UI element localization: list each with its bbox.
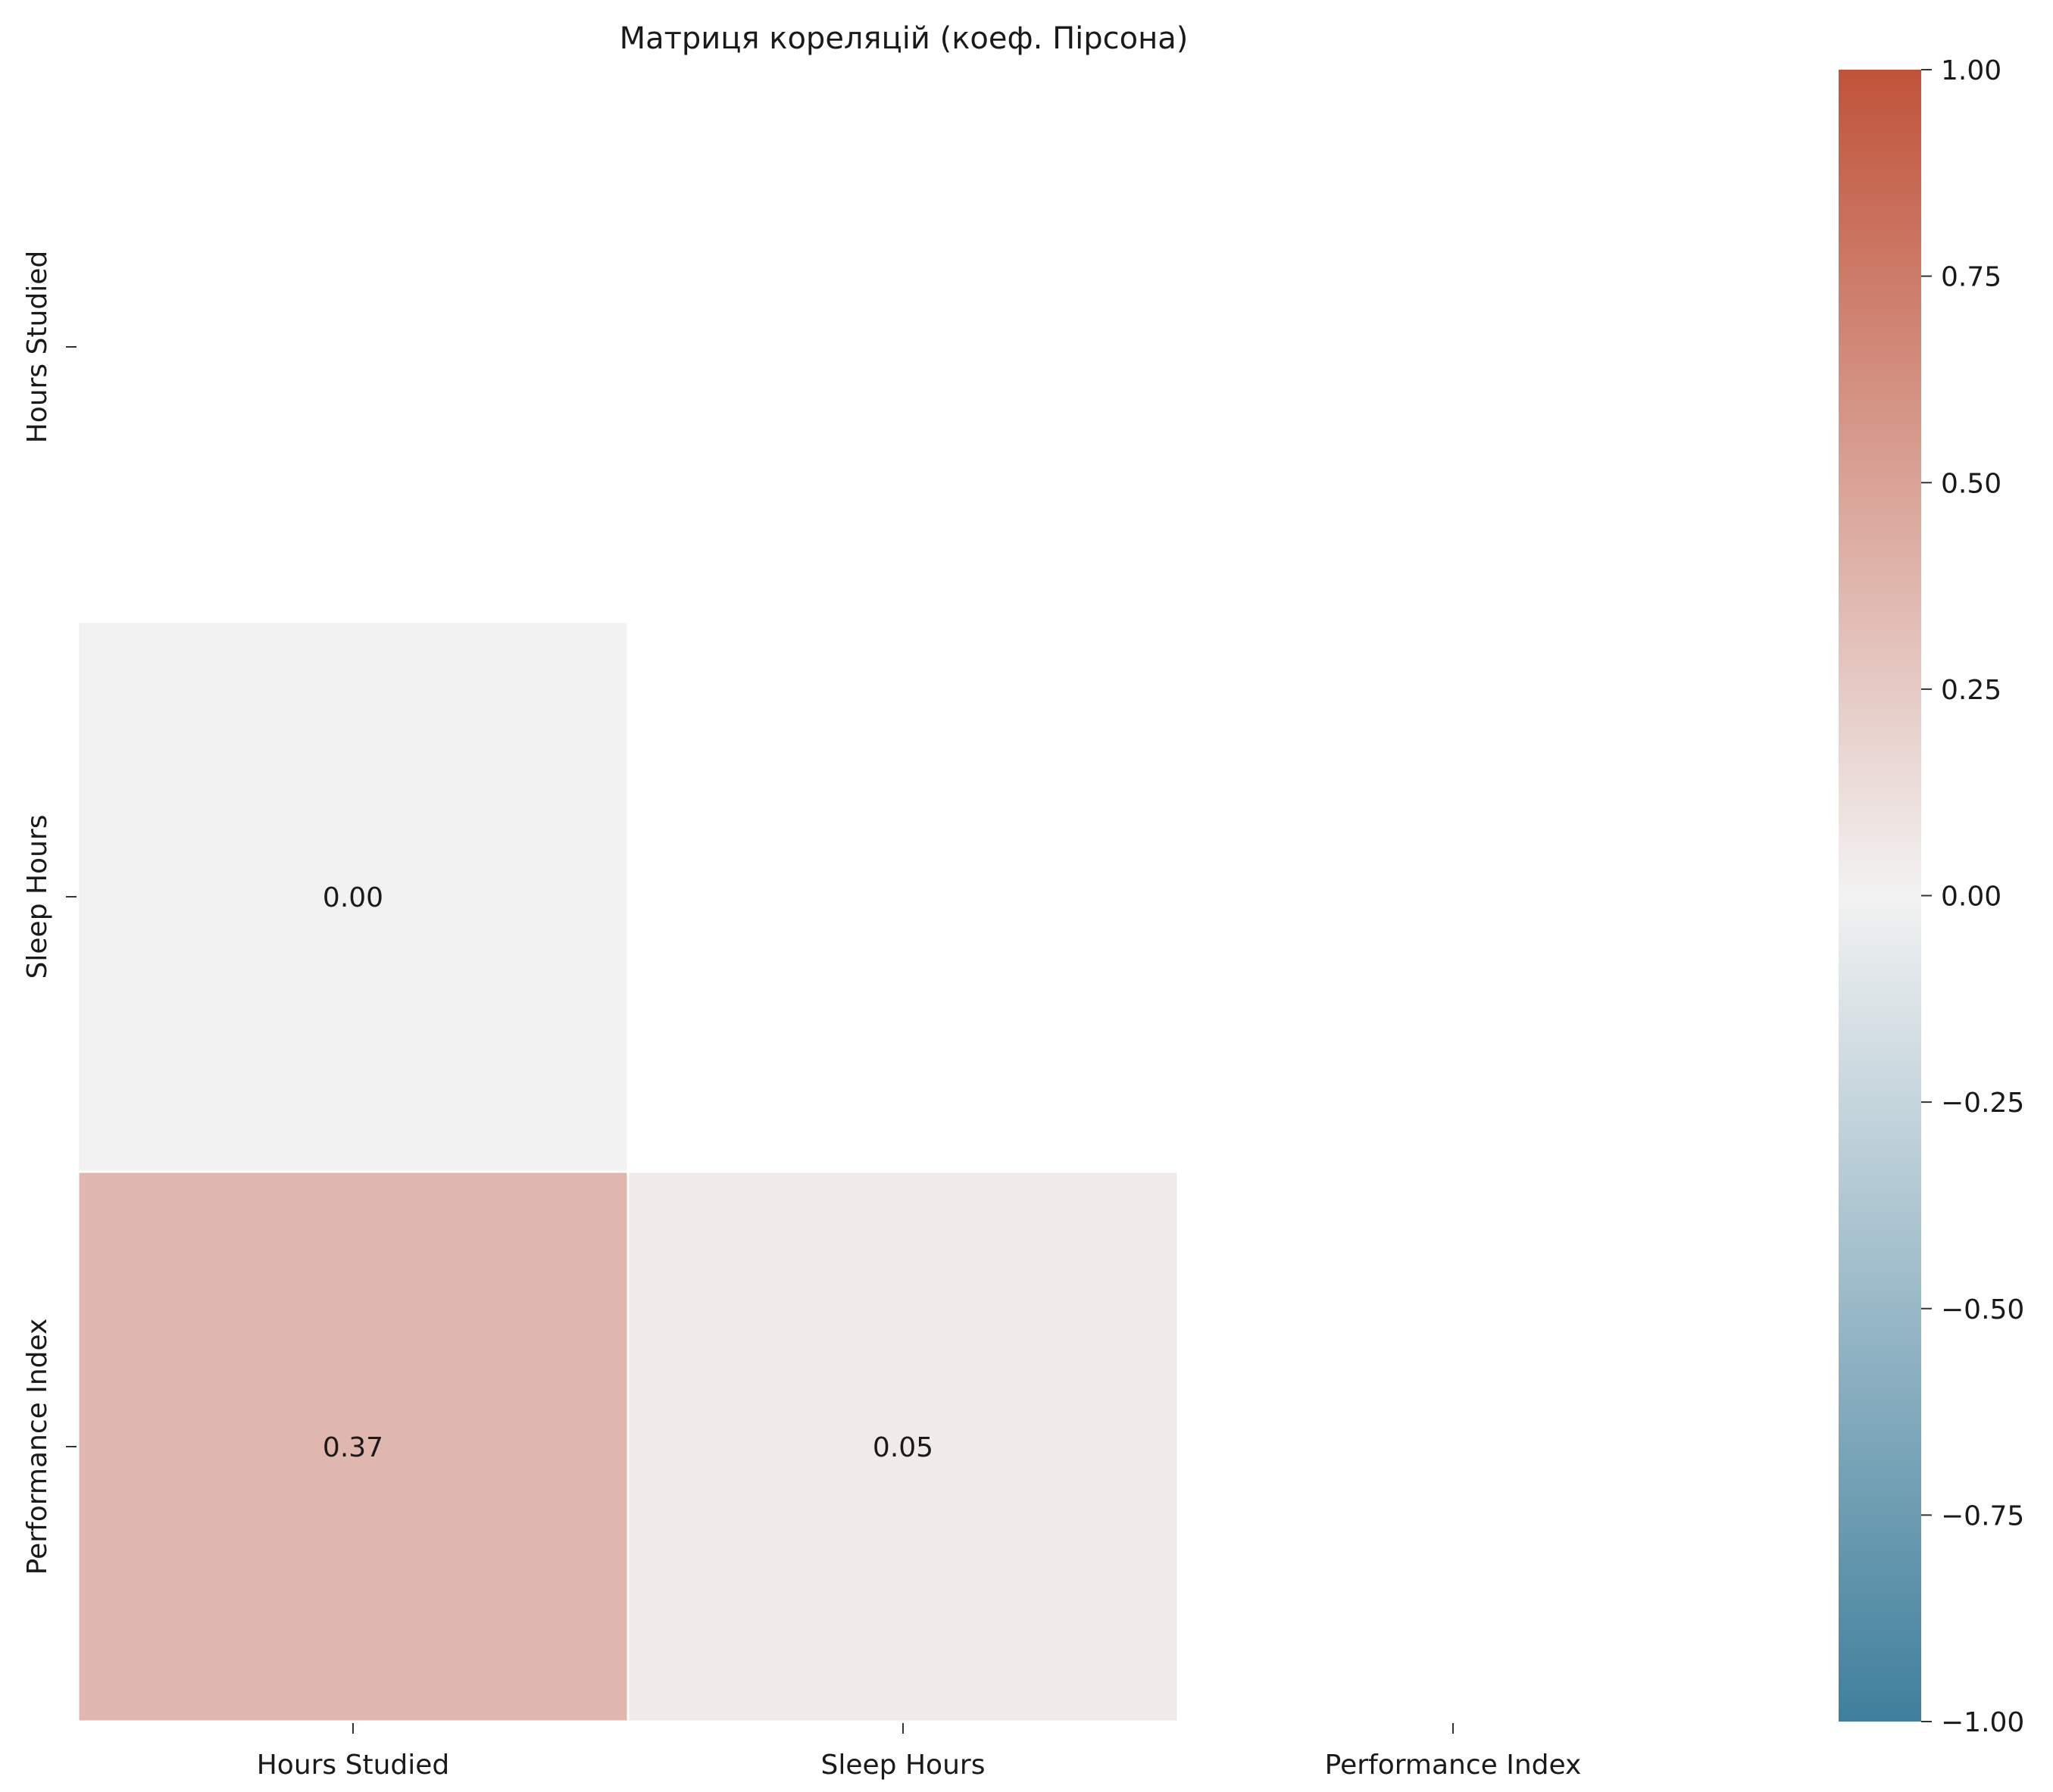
heatmap-axes: Hours Studied Sleep Hours Performance Inde… [22, 251, 1581, 1781]
colorbar-tick-label: 0.00 [1941, 882, 2001, 913]
x-tick-label: Performance Index [1325, 1750, 1582, 1781]
colorbar-tick-label: −0.25 [1941, 1088, 2024, 1119]
colorbar-tick-label: 0.75 [1941, 262, 2001, 293]
colorbar-tick-label: −0.75 [1941, 1500, 2024, 1531]
y-tick-label: Performance Index [22, 1319, 53, 1575]
y-tick-label: Hours Studied [22, 251, 53, 444]
chart-title: Матриця кореляцій (коеф. Пірсона) [620, 21, 1189, 56]
y-tick-label: Sleep Hours [22, 815, 53, 979]
x-tick-label: Sleep Hours [821, 1750, 986, 1781]
colorbar-tick-label: 0.25 [1941, 675, 2001, 706]
heatmap-cells: 0.00 0.37 0.05 [77, 620, 1180, 1723]
heatmap-cell [627, 1170, 1180, 1723]
colorbar-tick-label: 0.50 [1941, 468, 2001, 499]
colorbar: 1.00 0.75 0.50 0.25 0.00 −0.25 −0.50 −0.75 −1.00 [1839, 55, 2024, 1738]
colorbar-gradient [1839, 70, 1921, 1722]
colorbar-tick-label: 1.00 [1941, 55, 2001, 86]
colorbar-tick-label: −1.00 [1941, 1707, 2024, 1738]
heatmap-cell [77, 1170, 630, 1723]
cell-value-label: 0.05 [873, 1432, 933, 1463]
cell-value-label: 0.37 [323, 1432, 383, 1463]
heatmap-cell [77, 620, 630, 1173]
colorbar-tick-label: −0.50 [1941, 1294, 2024, 1325]
cell-value-label: 0.00 [323, 882, 383, 913]
x-tick-label: Hours Studied [257, 1750, 450, 1781]
